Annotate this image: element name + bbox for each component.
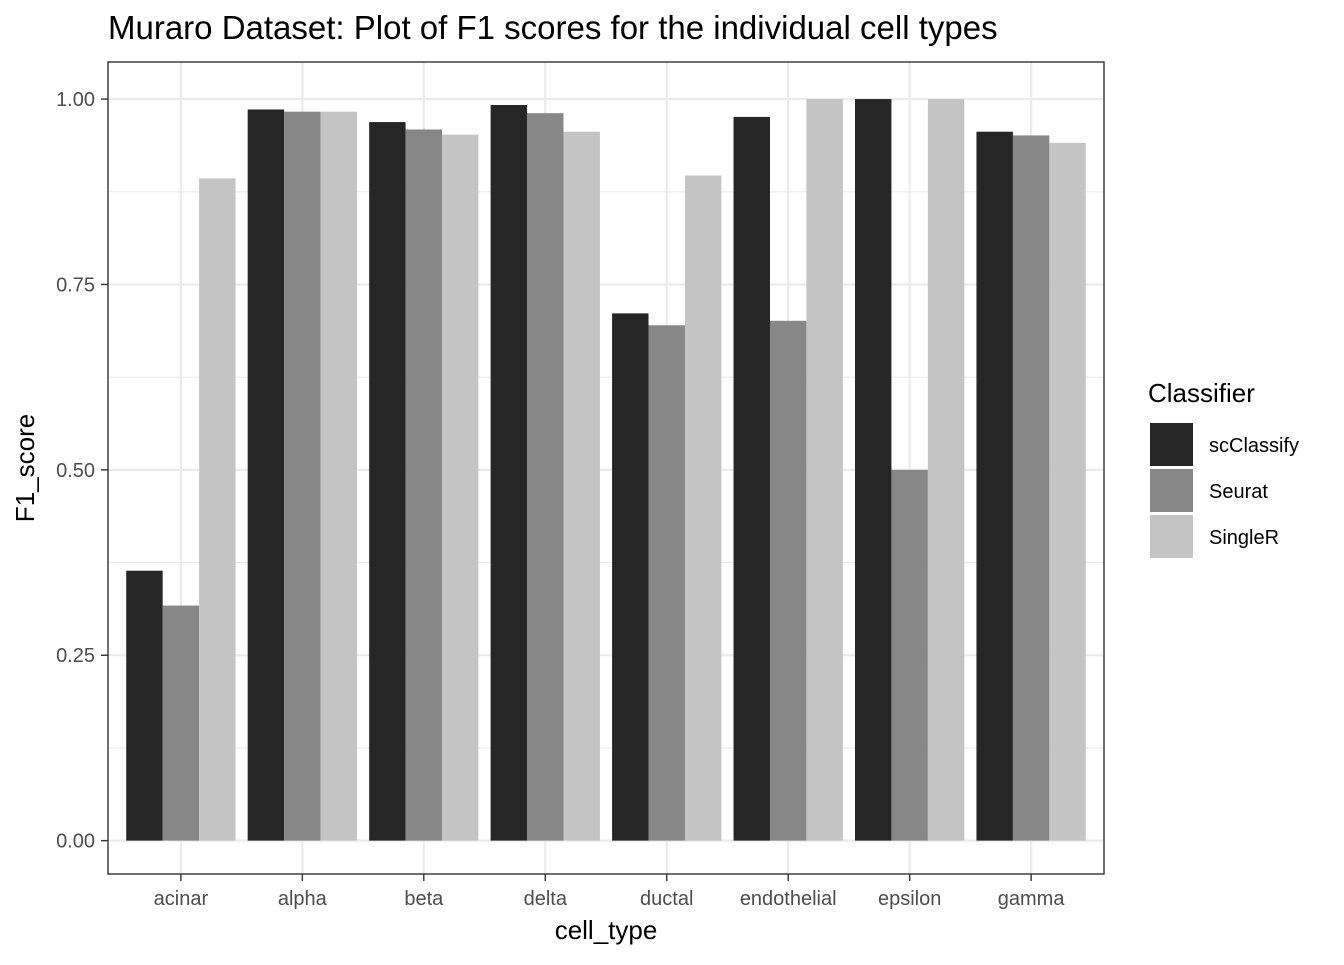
x-tick-label-delta: delta bbox=[524, 888, 568, 910]
y-axis-title: F1_score bbox=[10, 414, 40, 522]
bar-group-delta bbox=[490, 105, 600, 841]
x-tick-label-ductal: ductal bbox=[640, 888, 693, 910]
bar-ductal-SingleR bbox=[684, 175, 722, 841]
plot-panel-border bbox=[107, 61, 1105, 875]
bars-layer bbox=[126, 99, 1086, 841]
legend-item-SingleR: SingleR bbox=[1150, 515, 1279, 558]
bar-group-endothelial bbox=[733, 99, 843, 841]
bar-endothelial-Seurat bbox=[769, 320, 807, 841]
y-tick-label: 0.75 bbox=[56, 274, 95, 296]
legend-label: SingleR bbox=[1209, 527, 1279, 549]
bar-delta-Seurat bbox=[527, 113, 564, 841]
x-tick-label-acinar: acinar bbox=[154, 888, 209, 910]
y-tick-label: 1.00 bbox=[56, 89, 95, 111]
legend-key bbox=[1150, 515, 1193, 558]
bar-group-gamma bbox=[976, 131, 1086, 841]
bar-group-epsilon bbox=[855, 99, 965, 841]
x-tick-label-epsilon: epsilon bbox=[878, 888, 941, 910]
bar-alpha-scClassify bbox=[247, 109, 285, 841]
y-tick-label: 0.25 bbox=[56, 645, 95, 667]
x-tick-label-endothelial: endothelial bbox=[740, 888, 837, 910]
x-axis: acinar alpha beta delta ductal endothelial eps… bbox=[154, 874, 1066, 910]
bar-ductal-scClassify bbox=[612, 313, 649, 841]
bar-acinar-SingleR bbox=[199, 178, 236, 841]
bar-group-acinar bbox=[126, 178, 236, 841]
legend-key bbox=[1150, 423, 1193, 466]
bar-beta-SingleR bbox=[442, 134, 479, 841]
bar-ductal-Seurat bbox=[648, 325, 685, 841]
legend-item-scClassify: scClassify bbox=[1150, 423, 1299, 466]
legend-label: scClassify bbox=[1209, 435, 1299, 457]
bar-epsilon-scClassify bbox=[855, 99, 892, 841]
x-axis-title: cell_type bbox=[555, 915, 658, 945]
bar-acinar-scClassify bbox=[126, 570, 163, 841]
bar-endothelial-SingleR bbox=[806, 99, 843, 841]
bar-delta-scClassify bbox=[490, 105, 528, 841]
legend-key bbox=[1150, 469, 1193, 512]
bar-beta-scClassify bbox=[369, 122, 406, 841]
x-tick-label-beta: beta bbox=[404, 888, 444, 910]
bar-alpha-Seurat bbox=[284, 111, 321, 841]
chart-title: Muraro Dataset: Plot of F1 scores for th… bbox=[108, 9, 998, 46]
bar-alpha-SingleR bbox=[320, 111, 357, 841]
bar-gamma-SingleR bbox=[1049, 142, 1086, 841]
legend-item-Seurat: Seurat bbox=[1150, 469, 1268, 512]
bar-group-alpha bbox=[247, 109, 357, 841]
y-tick-label: 0.50 bbox=[56, 460, 95, 482]
bar-delta-SingleR bbox=[563, 131, 600, 841]
legend: Classifier scClassify Seurat SingleR bbox=[1148, 378, 1299, 558]
legend-label: Seurat bbox=[1209, 481, 1268, 503]
y-tick-label: 0.00 bbox=[56, 831, 95, 853]
bar-gamma-scClassify bbox=[976, 131, 1013, 841]
bar-gamma-Seurat bbox=[1012, 135, 1050, 841]
legend-items: scClassify Seurat SingleR bbox=[1150, 423, 1299, 558]
bar-beta-Seurat bbox=[405, 129, 443, 841]
x-tick-label-alpha: alpha bbox=[278, 888, 328, 910]
bar-group-beta bbox=[369, 122, 479, 841]
legend-title: Classifier bbox=[1148, 378, 1255, 408]
bar-group-ductal bbox=[612, 175, 722, 841]
bar-epsilon-Seurat bbox=[891, 469, 928, 841]
y-axis: 0.00 0.25 0.50 0.75 1.00 bbox=[56, 89, 108, 853]
x-tick-label-gamma: gamma bbox=[998, 888, 1066, 910]
bar-acinar-Seurat bbox=[162, 605, 200, 841]
bar-epsilon-SingleR bbox=[927, 99, 965, 841]
bar-endothelial-scClassify bbox=[733, 116, 770, 841]
